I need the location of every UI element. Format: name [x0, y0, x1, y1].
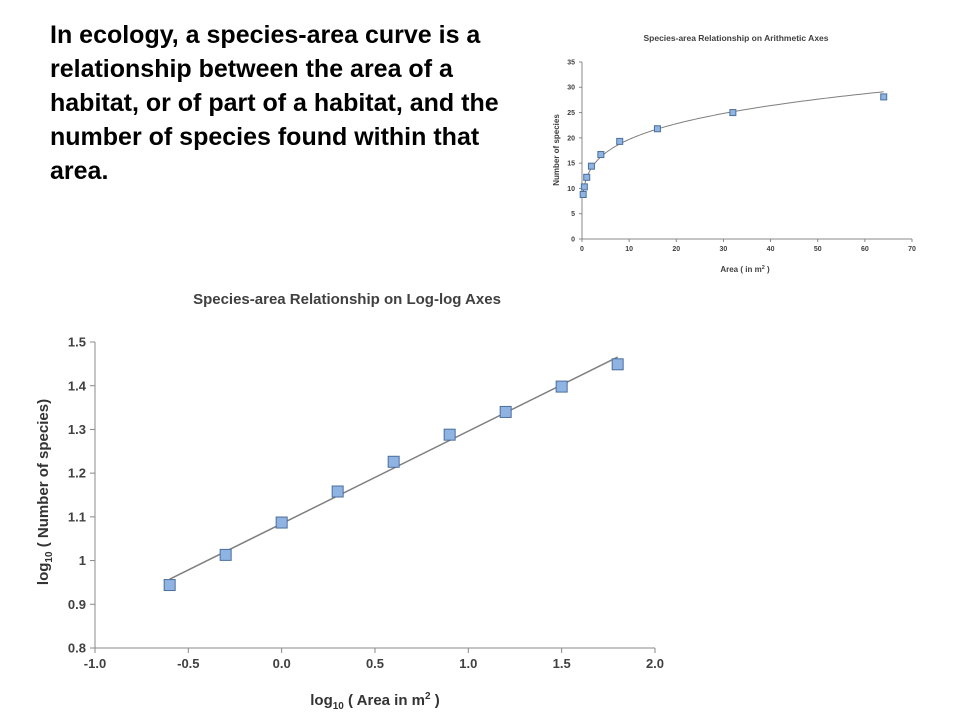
x-tick-label: 30 [720, 246, 728, 253]
x-tick-label: 2.0 [646, 656, 664, 671]
trend-line [169, 356, 619, 580]
y-tick-label: 25 [567, 110, 575, 117]
x-axis-label: log10 ( Area in m2 ) [310, 691, 440, 712]
x-tick-label: 0 [580, 246, 584, 253]
x-axis-label: Area ( in m2 ) [720, 265, 770, 274]
data-point [616, 137, 624, 145]
y-axis-label: Number of species [552, 114, 561, 186]
data-point [587, 162, 595, 170]
data-point [219, 548, 232, 561]
data-point [579, 190, 587, 198]
data-point [583, 173, 591, 181]
chart-title: Species-area Relationship on Arithmetic … [643, 33, 828, 43]
x-tick-label: 60 [861, 246, 869, 253]
x-tick-label: 0.5 [366, 656, 384, 671]
y-tick-label: 30 [567, 85, 575, 92]
y-tick-label: 0.8 [68, 641, 86, 656]
x-tick-label: -0.5 [177, 656, 199, 671]
x-tick-label: -1.0 [84, 656, 106, 671]
y-axis-label: log10 ( Number of species) [35, 399, 55, 585]
y-tick-label: 15 [567, 161, 575, 168]
y-tick-label: 35 [567, 59, 575, 66]
y-tick-label: 5 [571, 211, 575, 218]
y-tick-label: 20 [567, 135, 575, 142]
arithmetic-axes-chart: Species-area Relationship on Arithmetic … [552, 33, 916, 274]
intro-paragraph: In ecology, a species-area curve is a re… [50, 21, 499, 185]
y-tick-label: 1.5 [68, 335, 86, 350]
log-log-axes-chart: Species-area Relationship on Log-log Axe… [35, 291, 664, 712]
data-point [580, 183, 588, 191]
data-point [499, 405, 512, 418]
data-point [611, 358, 624, 371]
y-tick-label: 1.4 [68, 378, 87, 393]
data-point [275, 516, 288, 529]
y-tick-label: 0 [571, 236, 575, 243]
data-point [597, 151, 605, 159]
chart-title: Species-area Relationship on Log-log Axe… [193, 291, 501, 308]
y-tick-label: 1.3 [68, 422, 86, 437]
data-point [443, 428, 456, 441]
y-tick-label: 1 [79, 553, 86, 568]
y-tick-label: 1.2 [68, 466, 86, 481]
y-tick-label: 1.1 [68, 509, 86, 524]
x-tick-label: 1.0 [459, 656, 477, 671]
data-point [880, 93, 888, 101]
data-point [653, 125, 661, 133]
x-tick-label: 70 [908, 246, 916, 253]
x-tick-label: 0.0 [273, 656, 291, 671]
data-point [387, 455, 400, 468]
y-tick-label: 10 [567, 186, 575, 193]
data-point [163, 579, 176, 592]
data-point [555, 380, 568, 393]
x-tick-label: 50 [814, 246, 822, 253]
x-tick-label: 20 [672, 246, 680, 253]
x-tick-label: 10 [625, 246, 633, 253]
data-point [729, 109, 737, 117]
x-tick-label: 40 [767, 246, 775, 253]
data-point [331, 485, 344, 498]
trend-line [582, 91, 884, 194]
y-tick-label: 0.9 [68, 597, 86, 612]
x-tick-label: 1.5 [553, 656, 571, 671]
